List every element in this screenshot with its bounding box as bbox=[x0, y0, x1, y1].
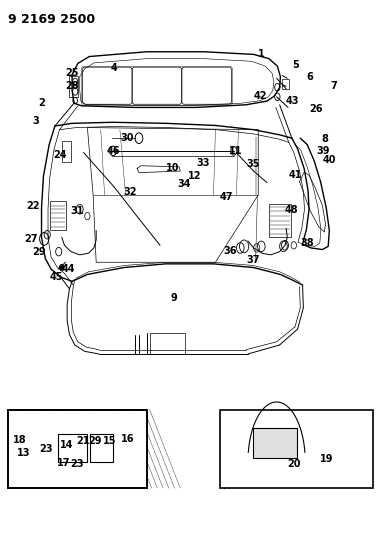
Text: 24: 24 bbox=[53, 150, 67, 160]
Text: 29: 29 bbox=[32, 247, 45, 257]
Bar bbox=[8, 410, 147, 488]
Text: 35: 35 bbox=[246, 159, 259, 169]
Circle shape bbox=[94, 433, 100, 441]
Text: 37: 37 bbox=[246, 255, 259, 265]
Bar bbox=[90, 434, 113, 462]
Text: 8: 8 bbox=[321, 134, 328, 144]
Bar bbox=[269, 205, 291, 237]
Text: 25: 25 bbox=[65, 68, 79, 78]
Text: 26: 26 bbox=[309, 104, 322, 114]
Circle shape bbox=[79, 433, 85, 441]
Bar bbox=[58, 434, 87, 462]
Text: 6: 6 bbox=[307, 71, 314, 82]
Text: 3: 3 bbox=[32, 116, 39, 126]
Text: 36: 36 bbox=[223, 246, 237, 256]
Text: 39: 39 bbox=[316, 146, 330, 156]
Text: 41: 41 bbox=[288, 171, 302, 180]
Circle shape bbox=[60, 264, 64, 271]
Text: 19: 19 bbox=[320, 454, 333, 464]
Text: 44: 44 bbox=[62, 264, 75, 274]
Text: 42: 42 bbox=[254, 91, 267, 101]
Bar bbox=[50, 201, 65, 230]
Bar bbox=[62, 141, 71, 161]
Text: 16: 16 bbox=[121, 434, 134, 444]
Text: 27: 27 bbox=[24, 234, 38, 244]
Text: 2: 2 bbox=[38, 98, 45, 108]
Text: 14: 14 bbox=[60, 440, 74, 450]
Text: 21: 21 bbox=[76, 437, 90, 447]
Text: 5: 5 bbox=[292, 60, 299, 70]
Bar bbox=[220, 410, 373, 488]
Text: 17: 17 bbox=[57, 458, 70, 467]
Text: 10: 10 bbox=[166, 164, 179, 173]
Bar bbox=[69, 76, 78, 97]
Text: 28: 28 bbox=[65, 81, 79, 91]
Text: 45: 45 bbox=[50, 272, 64, 282]
Text: 11: 11 bbox=[229, 146, 242, 156]
Text: 38: 38 bbox=[300, 238, 314, 248]
Bar bbox=[282, 79, 289, 89]
Text: 1: 1 bbox=[258, 50, 264, 59]
Text: 9: 9 bbox=[170, 293, 177, 303]
Text: 20: 20 bbox=[287, 459, 301, 469]
Text: 18: 18 bbox=[13, 435, 27, 446]
Text: 15: 15 bbox=[103, 437, 116, 447]
Text: 30: 30 bbox=[120, 133, 134, 143]
Text: 29: 29 bbox=[88, 437, 102, 447]
Text: 4: 4 bbox=[111, 63, 117, 72]
Text: 40: 40 bbox=[322, 156, 336, 165]
Text: 34: 34 bbox=[177, 179, 191, 189]
Text: 43: 43 bbox=[286, 96, 300, 106]
Text: 31: 31 bbox=[70, 206, 84, 216]
Text: 9 2169 2500: 9 2169 2500 bbox=[8, 13, 95, 26]
Text: 13: 13 bbox=[17, 448, 30, 458]
Text: 48: 48 bbox=[284, 205, 298, 215]
Bar bbox=[253, 427, 297, 458]
Bar bbox=[8, 410, 147, 488]
Bar bbox=[151, 333, 185, 354]
Text: 46: 46 bbox=[106, 146, 120, 156]
Text: 23: 23 bbox=[40, 445, 53, 455]
Text: 23: 23 bbox=[70, 459, 84, 469]
Text: 22: 22 bbox=[26, 200, 40, 211]
Text: 32: 32 bbox=[124, 187, 137, 197]
Text: 33: 33 bbox=[196, 158, 210, 168]
Text: 7: 7 bbox=[331, 81, 337, 91]
Text: 47: 47 bbox=[219, 191, 233, 201]
Text: 12: 12 bbox=[187, 172, 201, 181]
Circle shape bbox=[320, 442, 324, 449]
